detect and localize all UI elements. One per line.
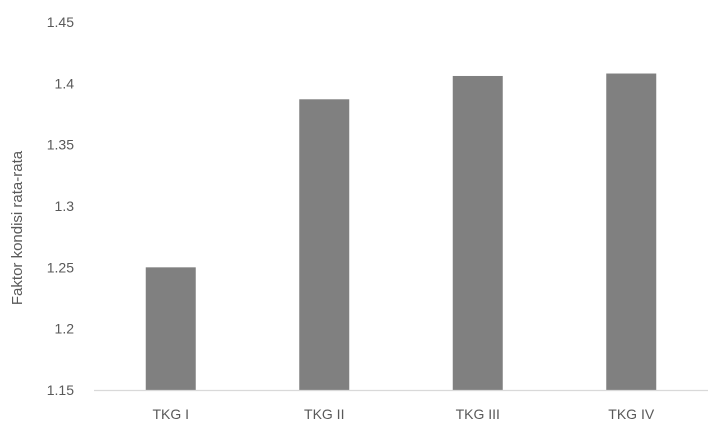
x-tick-label: TKG III — [456, 406, 500, 422]
x-tick-label: TKG II — [304, 406, 344, 422]
x-tick-label: TKG IV — [608, 406, 655, 422]
bar-tkg-ii — [299, 99, 350, 390]
bar-tkg-iv — [606, 73, 657, 391]
x-tick-label: TKG I — [152, 406, 189, 422]
y-tick-label: 1.45 — [47, 14, 74, 30]
y-tick-label: 1.2 — [55, 321, 75, 337]
y-axis-ticks: 1.15 1.2 1.25 1.3 1.35 1.4 1.45 — [47, 14, 74, 398]
bar-tkg-iii — [452, 75, 503, 391]
x-axis-ticks: TKG I TKG II TKG III TKG IV — [152, 406, 654, 422]
y-tick-label: 1.35 — [47, 137, 74, 153]
y-tick-label: 1.3 — [55, 198, 75, 214]
y-tick-label: 1.4 — [55, 75, 75, 91]
y-tick-label: 1.15 — [47, 382, 74, 398]
y-tick-label: 1.25 — [47, 259, 74, 275]
bars — [145, 73, 657, 391]
y-axis-title: Faktor kondisi rata-rata — [9, 150, 26, 305]
bar-tkg-i — [145, 267, 196, 390]
